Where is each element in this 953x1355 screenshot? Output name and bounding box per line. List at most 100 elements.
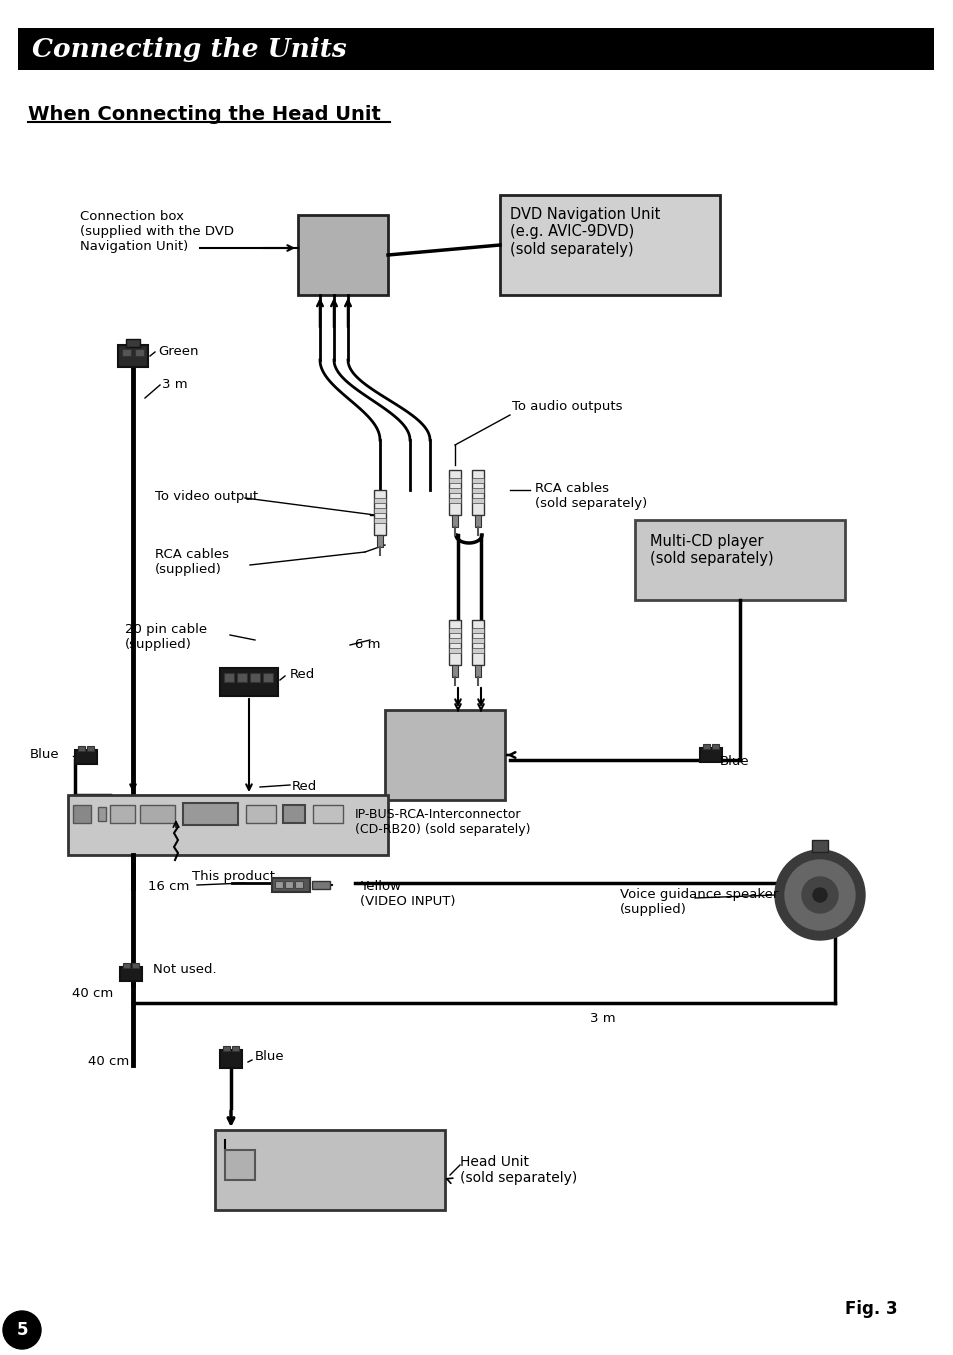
- Bar: [297, 215, 388, 295]
- Bar: [449, 470, 460, 515]
- Text: Multi-CD player
(sold separately): Multi-CD player (sold separately): [649, 534, 773, 566]
- Text: Red: Red: [292, 780, 317, 793]
- Bar: [449, 488, 460, 493]
- Bar: [232, 1046, 239, 1051]
- Bar: [214, 1130, 444, 1210]
- Bar: [236, 673, 247, 682]
- Bar: [374, 499, 386, 503]
- Bar: [374, 508, 386, 514]
- Bar: [73, 805, 91, 822]
- Text: Red: Red: [290, 668, 314, 682]
- Text: To video output: To video output: [154, 491, 258, 503]
- Bar: [374, 518, 386, 523]
- Bar: [385, 710, 504, 799]
- Text: Blue: Blue: [30, 748, 60, 762]
- Bar: [135, 350, 144, 356]
- Bar: [472, 638, 483, 644]
- Text: When Connecting the Head Unit: When Connecting the Head Unit: [28, 104, 380, 125]
- Circle shape: [784, 860, 854, 930]
- Bar: [87, 747, 94, 751]
- Bar: [110, 805, 135, 822]
- Bar: [452, 665, 457, 678]
- Bar: [635, 520, 844, 600]
- Bar: [475, 665, 480, 678]
- Bar: [283, 805, 305, 822]
- Text: Not used.: Not used.: [152, 963, 216, 976]
- Bar: [224, 673, 233, 682]
- Bar: [374, 491, 386, 535]
- Text: Connection box
(supplied with the DVD
Navigation Unit): Connection box (supplied with the DVD Na…: [80, 210, 233, 253]
- Bar: [702, 744, 709, 749]
- Text: 3 m: 3 m: [589, 1012, 615, 1024]
- Bar: [472, 648, 483, 653]
- Bar: [475, 515, 480, 527]
- Bar: [312, 881, 330, 889]
- Text: Head Unit
(sold separately): Head Unit (sold separately): [459, 1154, 577, 1186]
- Text: DVD Navigation Unit
(e.g. AVIC-9DVD)
(sold separately): DVD Navigation Unit (e.g. AVIC-9DVD) (so…: [510, 207, 659, 257]
- Text: To audio outputs: To audio outputs: [512, 400, 622, 413]
- Bar: [75, 751, 97, 764]
- Bar: [472, 621, 483, 665]
- Text: This product: This product: [192, 870, 274, 883]
- Bar: [140, 805, 174, 822]
- Bar: [246, 805, 275, 822]
- Bar: [449, 648, 460, 653]
- Bar: [220, 668, 277, 696]
- Text: Blue: Blue: [720, 755, 749, 768]
- Bar: [123, 963, 130, 967]
- Text: Green: Green: [158, 346, 198, 358]
- Bar: [68, 795, 388, 855]
- Bar: [18, 28, 933, 70]
- Bar: [122, 350, 131, 356]
- Bar: [250, 673, 260, 682]
- Bar: [472, 488, 483, 493]
- Bar: [272, 878, 310, 892]
- Text: 20 pin cable
(supplied): 20 pin cable (supplied): [125, 623, 207, 650]
- Bar: [118, 346, 148, 367]
- Bar: [472, 470, 483, 515]
- Bar: [700, 748, 721, 762]
- Text: RCA cables
(supplied): RCA cables (supplied): [154, 547, 229, 576]
- Bar: [449, 638, 460, 644]
- Text: Voice guidance speaker
(supplied): Voice guidance speaker (supplied): [619, 888, 778, 916]
- Bar: [313, 805, 343, 822]
- Bar: [263, 673, 273, 682]
- Bar: [449, 499, 460, 503]
- Bar: [98, 808, 106, 821]
- Circle shape: [3, 1312, 41, 1350]
- Bar: [225, 1150, 254, 1180]
- Text: Fig. 3: Fig. 3: [844, 1299, 897, 1318]
- Bar: [449, 478, 460, 482]
- Bar: [183, 804, 237, 825]
- Text: Blue: Blue: [254, 1050, 284, 1064]
- Bar: [274, 881, 283, 888]
- Bar: [220, 1050, 242, 1068]
- Bar: [223, 1046, 230, 1051]
- Bar: [452, 515, 457, 527]
- Bar: [285, 881, 293, 888]
- Bar: [449, 621, 460, 665]
- Text: IP-BUS-RCA-Interconnector
(CD-RB20) (sold separately): IP-BUS-RCA-Interconnector (CD-RB20) (sol…: [355, 808, 530, 836]
- Text: 40 cm: 40 cm: [88, 1056, 129, 1068]
- Bar: [78, 747, 85, 751]
- Bar: [132, 963, 139, 967]
- Text: Yellow
(VIDEO INPUT): Yellow (VIDEO INPUT): [359, 879, 455, 908]
- Bar: [376, 535, 382, 547]
- Text: Connecting the Units: Connecting the Units: [32, 37, 346, 61]
- Bar: [294, 881, 303, 888]
- Circle shape: [774, 850, 864, 940]
- Bar: [472, 499, 483, 503]
- Text: 3 m: 3 m: [162, 378, 188, 392]
- Text: 6 m: 6 m: [355, 638, 380, 650]
- Circle shape: [812, 888, 826, 902]
- Bar: [126, 339, 140, 347]
- Bar: [472, 478, 483, 482]
- Bar: [499, 195, 720, 295]
- Bar: [120, 967, 142, 981]
- Text: RCA cables
(sold separately): RCA cables (sold separately): [535, 482, 646, 509]
- Bar: [811, 840, 827, 852]
- Bar: [449, 627, 460, 633]
- Text: 5: 5: [16, 1321, 28, 1339]
- Text: 16 cm: 16 cm: [148, 879, 190, 893]
- Bar: [472, 627, 483, 633]
